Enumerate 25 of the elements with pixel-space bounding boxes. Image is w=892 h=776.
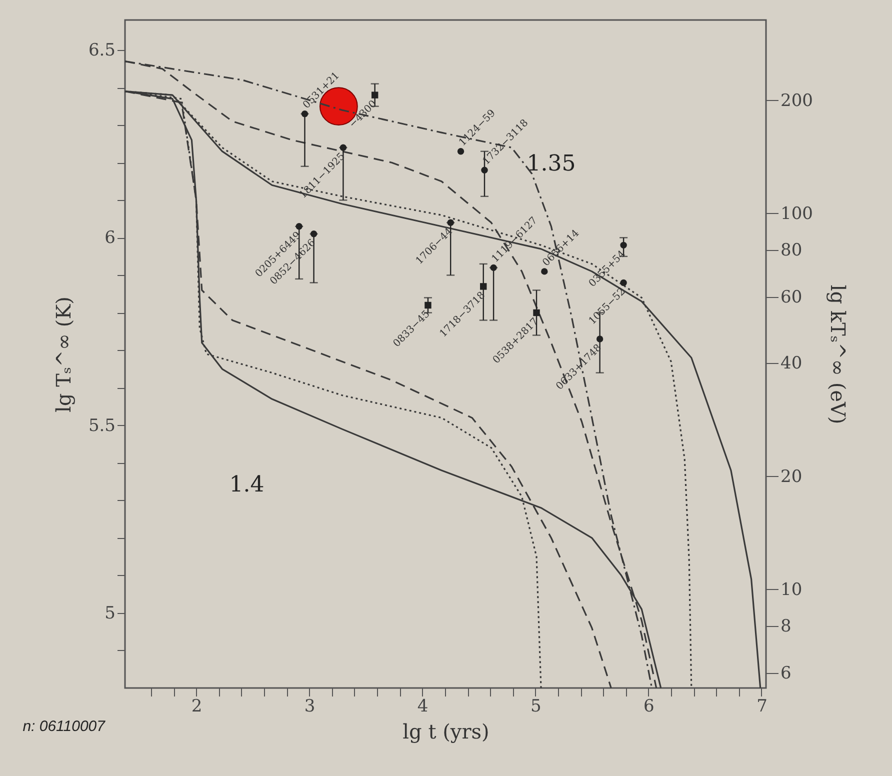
x-tick-label: 4 xyxy=(417,696,428,716)
y2-tick-label: 8 xyxy=(780,616,792,636)
y2-tick-label: 20 xyxy=(780,466,802,487)
annotation: 1.4 xyxy=(229,472,264,498)
y2-axis-title: lg kTₛ^∞ (eV) xyxy=(826,284,850,424)
y-tick-label: 5 xyxy=(104,603,116,624)
x-axis-title: lg t (yrs) xyxy=(402,720,490,744)
y2-tick-label: 100 xyxy=(780,204,813,224)
y-tick-label: 5.5 xyxy=(88,416,116,436)
y2-tick-label: 200 xyxy=(780,90,813,111)
y2-tick-label: 10 xyxy=(780,580,802,600)
x-tick-label: 7 xyxy=(756,696,768,716)
x-tick-label: 2 xyxy=(191,696,202,716)
y2-tick-label: 60 xyxy=(780,287,802,308)
y-tick-label: 6 xyxy=(104,228,116,248)
text: n: 06110007 xyxy=(22,718,106,735)
y2-tick-label: 40 xyxy=(780,354,802,374)
y2-tick-label: 6 xyxy=(780,663,792,684)
y-tick-label: 6.5 xyxy=(88,40,116,61)
y-axis-title: lg Tₛ^∞ (K) xyxy=(51,296,76,412)
x-tick-label: 3 xyxy=(304,696,316,716)
x-tick-label: 5 xyxy=(530,696,542,716)
annotation: 1.35 xyxy=(526,152,576,177)
x-tick-label: 6 xyxy=(644,696,654,716)
y2-tick-label: 80 xyxy=(780,240,802,260)
